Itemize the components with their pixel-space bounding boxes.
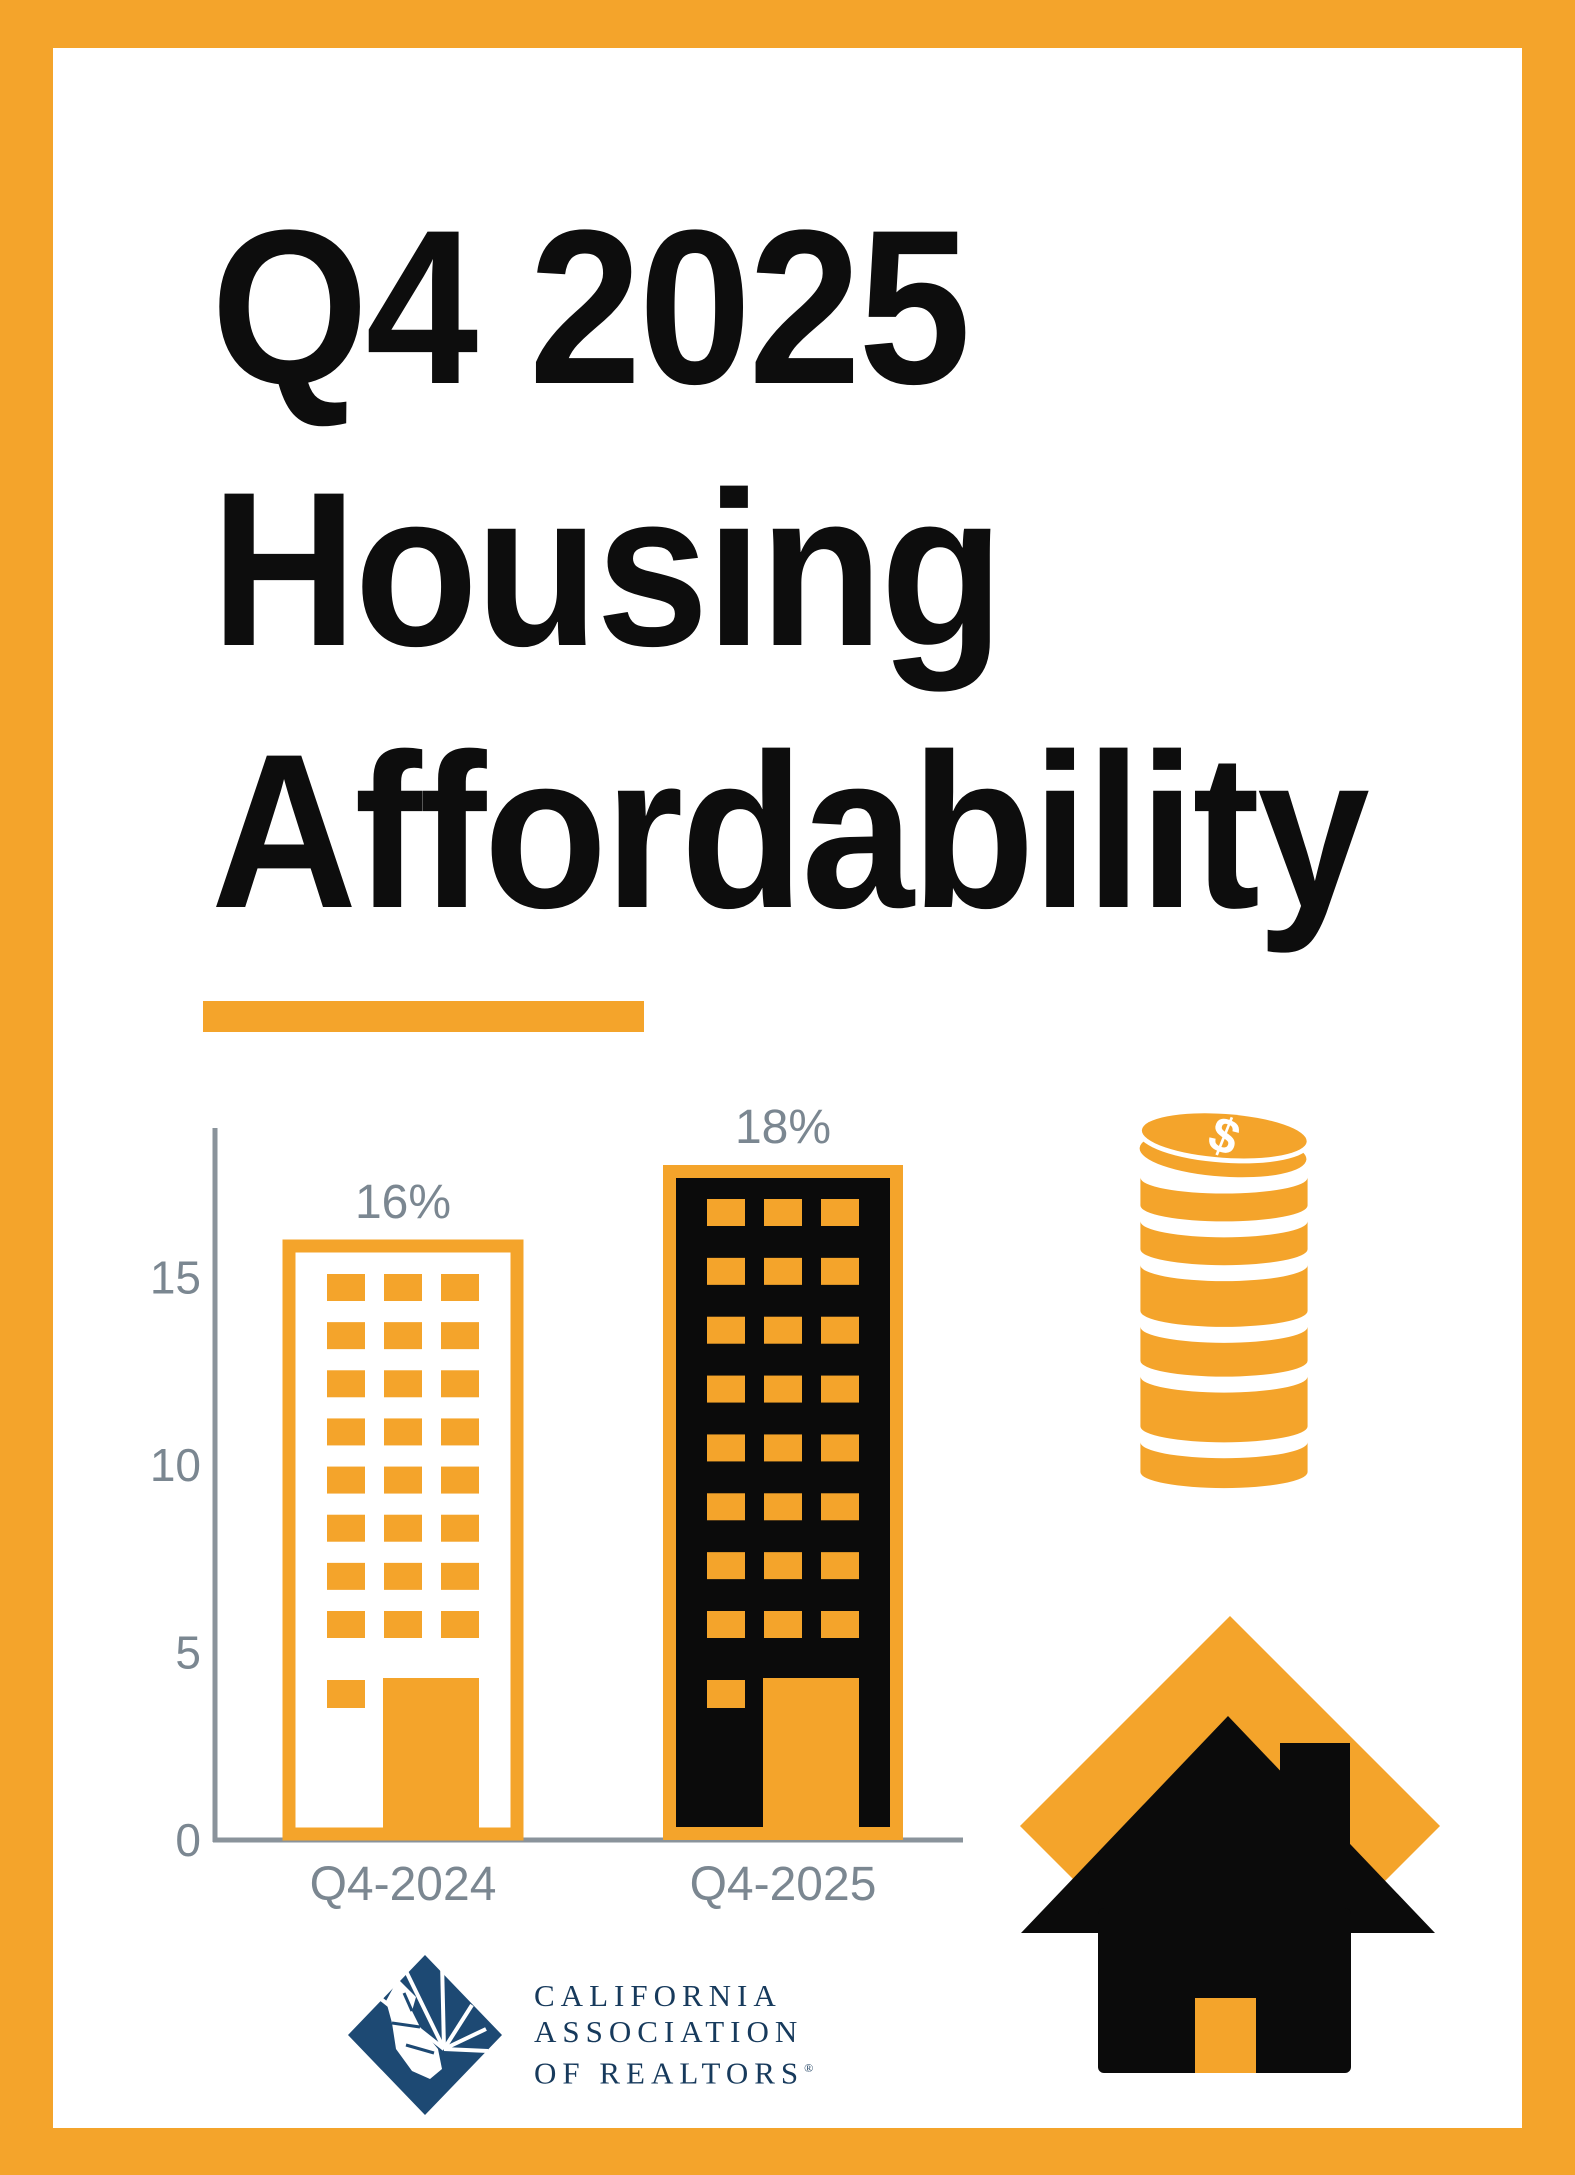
building-window [764, 1199, 802, 1226]
building-window [764, 1375, 802, 1403]
building-window [441, 1322, 479, 1350]
building-window [764, 1552, 802, 1580]
building-window [707, 1375, 745, 1403]
y-tick-label: 0 [175, 1814, 201, 1866]
building-window [384, 1370, 422, 1398]
map-facets [391, 1992, 435, 2055]
title-line-3: Affordability [211, 708, 1370, 954]
building-window [821, 1257, 859, 1285]
building-window [764, 1493, 802, 1521]
building-window [707, 1680, 745, 1708]
building-window [821, 1199, 859, 1226]
california-map-shape [386, 1979, 442, 2079]
building-window [384, 1562, 422, 1590]
building-window [327, 1322, 365, 1350]
building-window [707, 1257, 745, 1285]
accent-underline [203, 1001, 644, 1032]
chart-canvas: 0 5 10 15 16% Q4-2024 18% Q4-2025 [150, 1101, 963, 1911]
coin-bands [1140, 1177, 1308, 1489]
building-window [441, 1274, 479, 1301]
building-window [327, 1370, 365, 1398]
car-logo: CALIFORNIA ASSOCIATION OF REALTORS® [346, 1953, 813, 2117]
car-logo-text: CALIFORNIA ASSOCIATION OF REALTORS® [534, 1978, 813, 2091]
building-window [764, 1611, 802, 1638]
building-window [327, 1680, 365, 1708]
bar-category-label: Q4-2025 [690, 1858, 877, 1911]
building-window [327, 1418, 365, 1446]
y-tick-label: 10 [153, 1439, 201, 1491]
logo-line-association: ASSOCIATION [534, 2014, 804, 2050]
house-silhouette [1021, 1716, 1435, 2073]
building-window [384, 1514, 422, 1542]
affordability-bar-chart: 0 5 10 15 16% Q4-2024 18% Q4-2025 [150, 1088, 983, 1928]
building-window [384, 1466, 422, 1494]
y-tick-label: 5 [175, 1627, 201, 1679]
bar-outline-building [282, 1239, 524, 1841]
logo-line-california: CALIFORNIA [534, 1978, 782, 2014]
logo-line-of-realtors: OF REALTORS® [534, 2055, 814, 2091]
building-window [441, 1514, 479, 1542]
coin-stack-icon: $ [1138, 1105, 1310, 1506]
building-window [707, 1199, 745, 1226]
building-window [707, 1434, 745, 1462]
building-window [441, 1466, 479, 1494]
page-title: Q4 2025 Housing Affordability [211, 176, 1370, 962]
building-window [821, 1375, 859, 1403]
title-line-1: Q4 2025 [211, 184, 971, 430]
building-window [707, 1316, 745, 1344]
house-door [1195, 1998, 1256, 2073]
building-door [383, 1678, 479, 1828]
house-svg [1020, 1616, 1440, 2073]
bar-value-label: 18% [735, 1101, 831, 1154]
building-window [764, 1257, 802, 1285]
title-line-2: Housing [211, 446, 1004, 692]
house-icon [1008, 1608, 1448, 2088]
building-window [327, 1514, 365, 1542]
building-window [707, 1552, 745, 1580]
building-window [327, 1611, 365, 1638]
building-window [441, 1370, 479, 1398]
building-window [441, 1418, 479, 1446]
bar-value-label: 16% [355, 1176, 451, 1229]
coin-stack-svg: $ [1138, 1105, 1310, 1489]
bar-category-label: Q4-2024 [310, 1858, 497, 1911]
building-window [707, 1493, 745, 1521]
registered-mark: ® [804, 2061, 814, 2076]
building-window [821, 1316, 859, 1344]
building-window [441, 1562, 479, 1590]
building-window [764, 1316, 802, 1344]
building-window [707, 1611, 745, 1638]
building-window [821, 1611, 859, 1638]
building-window [384, 1322, 422, 1350]
building-window [327, 1562, 365, 1590]
building-window [384, 1418, 422, 1446]
y-tick-label: 15 [153, 1252, 201, 1304]
building-window [821, 1493, 859, 1521]
car-logo-diamond-icon [348, 1955, 502, 2115]
building-window [441, 1611, 479, 1638]
building-window [327, 1274, 365, 1301]
building-window [384, 1611, 422, 1638]
building-door [763, 1678, 859, 1828]
building-window [327, 1466, 365, 1494]
building-window [384, 1274, 422, 1301]
building-window [821, 1434, 859, 1462]
building-window [764, 1434, 802, 1462]
building-window [821, 1552, 859, 1580]
top-coin: $ [1138, 1105, 1310, 1178]
bar-filled-building [663, 1165, 903, 1840]
